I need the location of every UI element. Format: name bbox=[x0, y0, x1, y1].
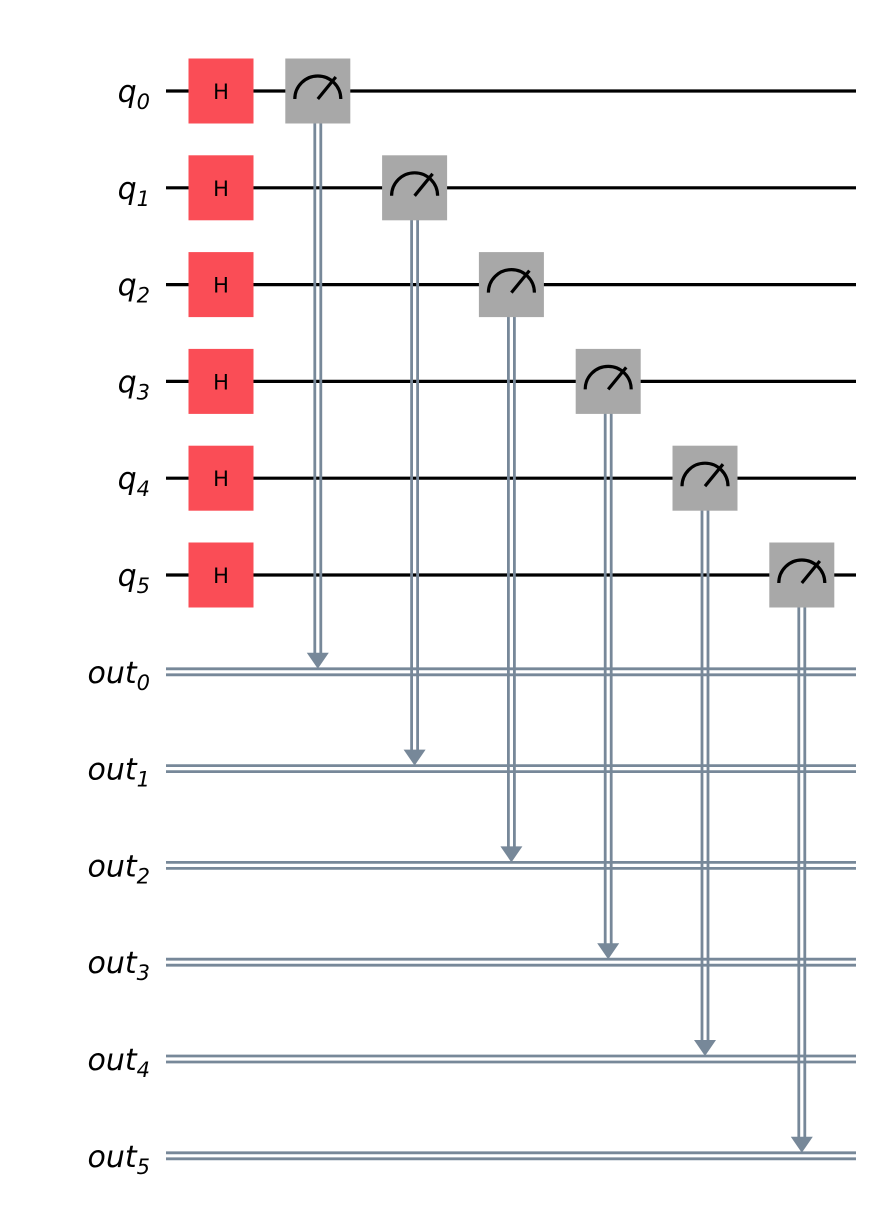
h-gate-box bbox=[188, 348, 254, 414]
qubit-label-name: q bbox=[118, 559, 137, 594]
meter-icon bbox=[293, 74, 343, 101]
meter-icon bbox=[680, 461, 730, 488]
clbit-label-index: 5 bbox=[137, 1155, 150, 1179]
h-gate-label: H bbox=[213, 467, 229, 491]
h-gate-label: H bbox=[213, 177, 229, 201]
clbit-label: out4 bbox=[87, 1043, 150, 1082]
qubit-label-name: q bbox=[118, 462, 137, 497]
qubit-label: q3 bbox=[118, 365, 150, 404]
arrow-down-icon bbox=[694, 1040, 716, 1056]
measure-gate bbox=[672, 445, 738, 511]
h-gate-box bbox=[188, 445, 254, 511]
measure-gate bbox=[382, 155, 448, 221]
qubit-label: q1 bbox=[118, 172, 150, 211]
arrow-down-icon bbox=[790, 1136, 813, 1153]
qubit-label: q5 bbox=[118, 559, 150, 598]
measurement-connector bbox=[790, 575, 813, 1153]
measurement-connector bbox=[500, 284, 523, 863]
gates-layer: H H H H H H bbox=[188, 58, 835, 608]
h-gate: H bbox=[188, 58, 254, 124]
h-gate-label: H bbox=[213, 274, 229, 298]
clbit-label-name: out bbox=[87, 849, 137, 884]
arrow-down-icon bbox=[403, 749, 426, 766]
qubit-label: q4 bbox=[118, 462, 150, 501]
clbit-label-name: out bbox=[87, 1043, 137, 1078]
wires-layer bbox=[166, 89, 856, 1161]
clbit-label: out5 bbox=[87, 1140, 150, 1179]
qubit-label-index: 4 bbox=[137, 477, 150, 501]
meter-icon bbox=[777, 558, 827, 585]
meter-icon bbox=[486, 268, 536, 294]
clbit-label: out0 bbox=[87, 656, 150, 695]
classical-wire bbox=[166, 667, 856, 677]
qubit-label-index: 5 bbox=[137, 574, 150, 598]
classical-wire bbox=[166, 764, 856, 773]
h-gate-label: H bbox=[213, 80, 229, 104]
h-gate-label: H bbox=[213, 564, 229, 588]
classical-wire bbox=[166, 1054, 856, 1064]
clbit-label: out3 bbox=[87, 946, 150, 985]
qubit-label-index: 1 bbox=[137, 187, 150, 211]
clbit-label-index: 1 bbox=[137, 768, 150, 792]
clbit-label: out1 bbox=[87, 753, 150, 792]
measurement-connector bbox=[597, 381, 620, 960]
clbit-label-index: 2 bbox=[137, 864, 150, 888]
h-gate: H bbox=[188, 155, 254, 221]
measure-gate bbox=[285, 58, 351, 124]
qubit-label-name: q bbox=[118, 75, 137, 110]
clbit-label-index: 0 bbox=[137, 671, 150, 695]
arrow-down-icon bbox=[500, 846, 523, 863]
clbit-label-index: 4 bbox=[137, 1058, 150, 1082]
h-gate-box bbox=[188, 542, 254, 608]
measurement-connector bbox=[403, 187, 426, 766]
measure-gate bbox=[769, 542, 835, 608]
h-gate-label: H bbox=[213, 370, 229, 394]
clbit-label: out2 bbox=[87, 849, 150, 888]
h-gate: H bbox=[188, 252, 254, 318]
h-gate: H bbox=[188, 445, 254, 511]
h-gate-box bbox=[188, 58, 254, 124]
measurement-connector bbox=[694, 478, 716, 1056]
measurement-connector bbox=[306, 91, 329, 669]
clbit-label-name: out bbox=[87, 656, 137, 691]
qubit-label-index: 2 bbox=[137, 284, 150, 308]
arrow-down-icon bbox=[597, 943, 620, 960]
clbit-label-name: out bbox=[87, 753, 137, 788]
clbit-label-index: 3 bbox=[137, 961, 150, 985]
clbit-label-name: out bbox=[87, 1140, 137, 1175]
qubit-label: q0 bbox=[118, 75, 150, 114]
qubit-label: q2 bbox=[118, 269, 150, 308]
measure-gate bbox=[478, 252, 544, 318]
meter-icon bbox=[583, 364, 633, 391]
h-gate: H bbox=[188, 542, 254, 608]
h-gate-box bbox=[188, 155, 254, 221]
measure-gate bbox=[575, 348, 641, 414]
qubit-label-index: 0 bbox=[137, 90, 150, 114]
classical-wire bbox=[166, 957, 856, 967]
meter-icon bbox=[390, 171, 440, 197]
measurement-connectors-layer bbox=[306, 91, 813, 1153]
qubit-label-name: q bbox=[118, 269, 137, 304]
h-gate: H bbox=[188, 348, 254, 414]
arrow-down-icon bbox=[306, 652, 329, 669]
classical-wire bbox=[166, 861, 856, 870]
clbit-label-name: out bbox=[87, 946, 137, 981]
qubit-label-name: q bbox=[118, 365, 137, 400]
qubit-label-index: 3 bbox=[137, 380, 150, 404]
classical-wire bbox=[166, 1151, 856, 1161]
h-gate-box bbox=[188, 252, 254, 318]
qubit-label-name: q bbox=[118, 172, 137, 207]
